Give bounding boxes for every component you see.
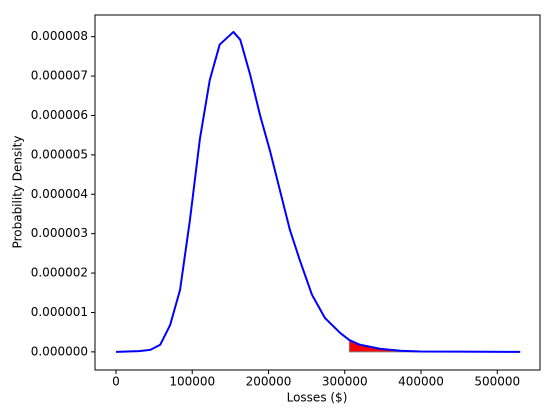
x-tick-label: 0	[112, 375, 120, 389]
y-tick-label: 0.000006	[31, 108, 88, 122]
y-tick-label: 0.000000	[31, 344, 88, 358]
x-tick-label: 100000	[169, 375, 215, 389]
x-tick-label: 500000	[474, 375, 520, 389]
x-axis-label: Losses ($)	[287, 391, 348, 405]
plot-frame	[94, 14, 541, 371]
x-tick-label: 400000	[398, 375, 444, 389]
density-line	[115, 30, 521, 353]
y-tick-label: 0.000007	[31, 69, 88, 83]
y-axis-label: Probability Density	[11, 136, 25, 249]
y-tick-label: 0.000008	[31, 29, 88, 43]
y-tick-label: 0.000003	[31, 226, 88, 240]
y-tick-label: 0.000004	[31, 187, 88, 201]
y-tick-label: 0.000002	[31, 266, 88, 280]
y-tick-label: 0.000005	[31, 147, 88, 161]
shaded-area	[348, 339, 521, 353]
x-tick-label: 200000	[246, 375, 292, 389]
y-tick-label: 0.000001	[31, 305, 88, 319]
x-tick-label: 300000	[322, 375, 368, 389]
